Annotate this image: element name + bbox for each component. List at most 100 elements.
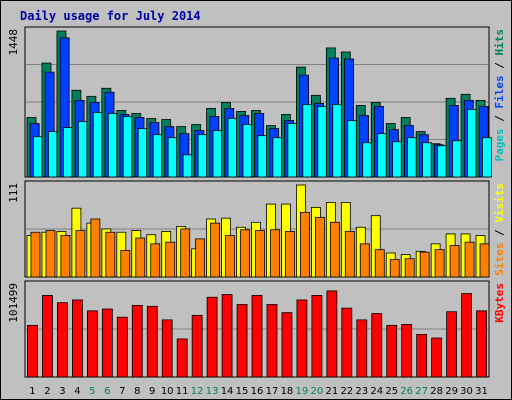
x-tick-label: 20 (311, 386, 324, 397)
bar-kbytes-day-7 (116, 316, 128, 378)
bar-pages-day-24 (377, 133, 388, 178)
bar-pages-day-3 (62, 127, 73, 178)
chart-title: Daily usage for July 2014 (20, 9, 201, 23)
bar-sites-day-15 (240, 229, 250, 278)
x-tick-label: 28 (430, 386, 443, 397)
bar-sites-day-5 (90, 218, 101, 278)
bar-kbytes-day-9 (146, 305, 158, 378)
ylabel-part: Hits (493, 29, 506, 56)
bar-kbytes-day-31 (476, 310, 487, 378)
bar-kbytes-day-20 (311, 295, 323, 378)
bar-pages-day-2 (47, 131, 58, 178)
bar-sites-day-23 (359, 243, 370, 278)
bar-pages-day-7 (122, 116, 133, 178)
bar-sites-day-12 (195, 238, 206, 278)
x-tick-label: 17 (266, 386, 279, 397)
bar-pages-day-5 (92, 112, 103, 178)
bar-kbytes-day-28 (431, 337, 443, 378)
bar-kbytes-day-4 (72, 299, 83, 378)
bar-pages-day-23 (362, 142, 373, 178)
bar-pages-day-20 (317, 106, 328, 178)
panel-0-max-label: 1448 (7, 29, 20, 56)
bar-pages-day-28 (437, 145, 447, 178)
bar-kbytes-day-15 (236, 304, 248, 378)
panel-1-max-label: 111 (7, 183, 20, 203)
bar-pages-day-21 (332, 104, 343, 178)
bar-pages-day-19 (302, 104, 313, 178)
bar-kbytes-day-24 (371, 313, 383, 378)
x-tick-label: 22 (340, 386, 353, 397)
bar-pages-day-25 (392, 141, 403, 178)
bar-pages-day-30 (467, 109, 477, 178)
x-tick-label: 11 (176, 386, 189, 397)
bar-pages-day-8 (137, 128, 148, 178)
x-tick-label: 10 (161, 386, 174, 397)
bar-sites-day-3 (60, 235, 71, 278)
bar-sites-day-1 (30, 231, 41, 278)
x-tick-label: 5 (89, 386, 95, 397)
x-tick-label: 29 (445, 386, 458, 397)
bar-kbytes-day-27 (416, 333, 428, 378)
x-tick-label: 15 (236, 386, 249, 397)
bar-kbytes-day-2 (42, 295, 53, 378)
bar-pages-day-26 (407, 137, 417, 178)
ylabel-part: Visits (493, 183, 506, 223)
bar-kbytes-day-6 (101, 308, 113, 378)
ylabel-part: Sites (493, 243, 506, 276)
x-tick-label: 3 (59, 386, 65, 397)
bar-sites-day-22 (344, 231, 355, 278)
bar-kbytes-day-12 (191, 314, 203, 378)
bar-sites-day-28 (434, 249, 445, 278)
bar-kbytes-day-23 (356, 319, 368, 378)
bar-sites-day-27 (419, 251, 430, 278)
x-tick-label: 9 (149, 386, 155, 397)
bar-pages-day-29 (452, 140, 462, 178)
x-tick-label: 24 (370, 386, 383, 397)
bar-kbytes-day-21 (326, 290, 338, 378)
bar-pages-day-27 (422, 142, 432, 178)
bar-sites-day-13 (210, 222, 221, 278)
bar-pages-day-15 (242, 124, 253, 178)
x-tick-label: 7 (119, 386, 125, 397)
x-tick-label: 12 (191, 386, 204, 397)
bar-pages-day-1 (33, 136, 43, 178)
x-tick-label: 1 (29, 386, 35, 397)
bar-pages-day-18 (287, 123, 298, 178)
panel-2-ylabel: KBytes (493, 283, 506, 323)
bar-sites-day-19 (300, 211, 310, 278)
bar-kbytes-day-30 (461, 293, 472, 378)
x-tick-label: 23 (355, 386, 368, 397)
ylabel-part: Files (493, 75, 506, 108)
bar-kbytes-day-8 (131, 304, 143, 378)
bar-sites-day-18 (285, 231, 295, 278)
x-tick-label: 21 (325, 386, 338, 397)
bar-kbytes-day-22 (341, 307, 353, 378)
panel-2-max-label: 101499 (7, 283, 20, 323)
bar-sites-day-14 (225, 235, 235, 278)
x-tick-label: 19 (296, 386, 309, 397)
bar-sites-day-30 (464, 241, 475, 278)
bar-kbytes-day-14 (221, 294, 233, 378)
bar-pages-day-4 (77, 121, 88, 178)
panel-0-ylabel: Pages / Files / Hits (493, 29, 506, 162)
bar-pages-day-9 (152, 134, 163, 178)
bar-kbytes-day-29 (446, 311, 457, 378)
x-tick-label: 26 (400, 386, 413, 397)
bar-kbytes-day-3 (57, 302, 68, 378)
bar-sites-day-7 (120, 250, 131, 278)
bar-sites-day-26 (404, 258, 415, 278)
bar-kbytes-day-10 (161, 319, 173, 378)
bar-sites-day-2 (45, 230, 56, 278)
bar-sites-day-20 (314, 216, 325, 278)
bar-sites-day-4 (75, 230, 86, 278)
bar-sites-day-8 (135, 237, 146, 278)
x-tick-label: 2 (44, 386, 50, 397)
bar-kbytes-day-16 (251, 295, 263, 378)
x-tick-label: 16 (251, 386, 264, 397)
bar-pages-day-31 (482, 137, 492, 178)
bar-kbytes-day-13 (206, 296, 218, 378)
panel-1-ylabel: Sites / Visits (493, 183, 506, 276)
bar-sites-day-6 (105, 231, 116, 278)
bar-kbytes-day-1 (27, 324, 38, 378)
